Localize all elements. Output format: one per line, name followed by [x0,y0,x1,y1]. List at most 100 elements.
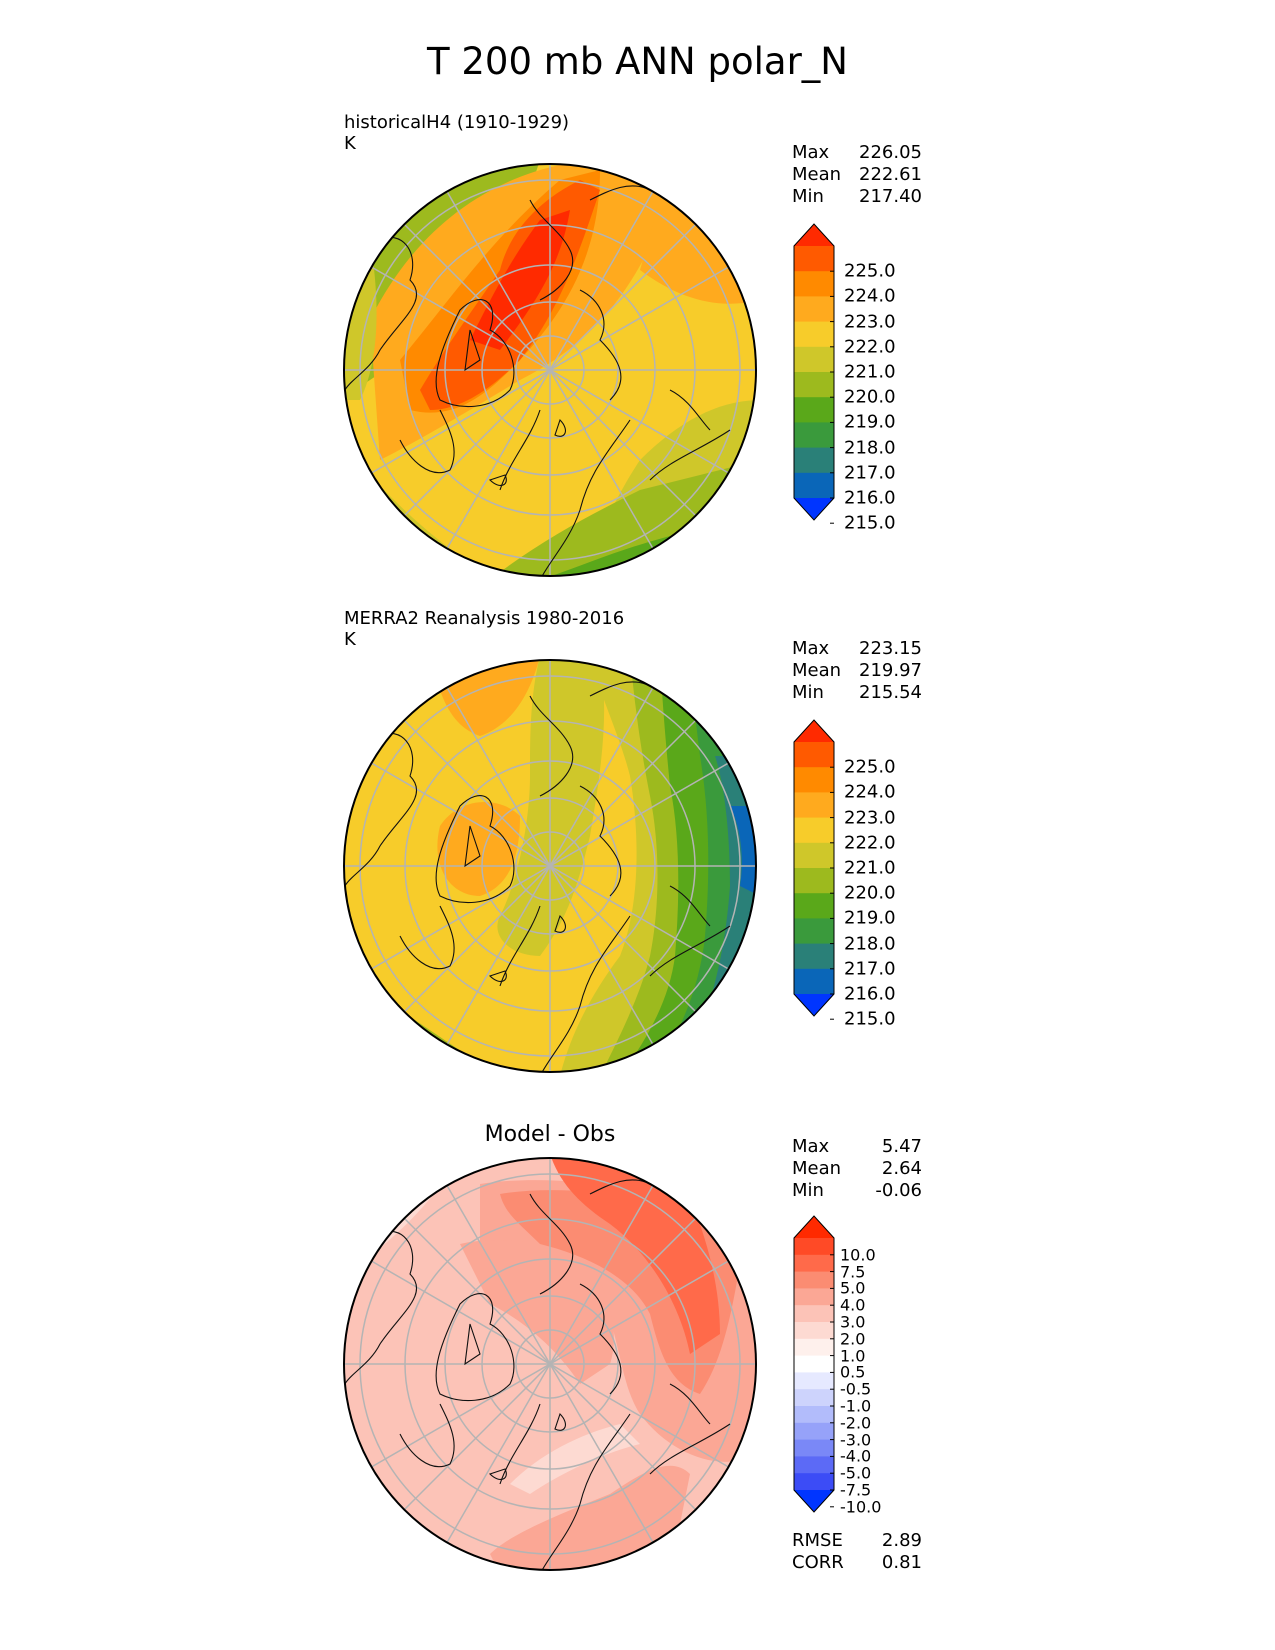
stat-value: 219.97 [859,660,922,681]
stat-label: Mean [792,164,842,185]
stat-label: Max [792,1136,830,1157]
colorbar-segment [794,943,834,970]
colorbar-tick-label: 216.0 [844,487,896,509]
colorbar-segment [794,1254,834,1273]
colorbar-segment [794,271,834,297]
colorbar-segment [794,968,834,995]
colorbar-segment [794,1355,834,1373]
colorbar-tick-label: -0.5 [840,1379,872,1399]
colorbar-tick-label: 216.0 [844,983,896,1005]
colorbar-extend-bottom [794,498,834,520]
colorbar-segment [794,918,834,945]
colorbar-extend-top [794,1216,834,1238]
colorbar-tick-label: 223.0 [844,807,896,829]
polar-map-reference [343,659,757,1073]
panel-1-title: historicalH4 (1910-1929) K [344,112,569,154]
colorbar-tick-label: 1.0 [840,1346,866,1366]
colorbar-segment [794,1338,834,1357]
colorbar-segment [794,472,834,499]
colorbar-tick-label: 2.0 [840,1329,866,1349]
colorbar-segment [794,1456,834,1474]
colorbar-tick-label: 224.0 [844,781,896,803]
stat-value: 226.05 [859,142,922,163]
colorbar-segment [794,1389,834,1407]
colorbar-tick-label: 3.0 [840,1312,866,1332]
colorbar-segment [794,1271,834,1289]
colorbar-segment [794,792,834,819]
colorbar-difference [793,1215,835,1513]
colorbar-tick-label: 215.0 [844,1008,896,1030]
figure-title: T 200 mb ANN polar_N [427,40,848,83]
colorbar-tick-label: 221.0 [844,361,896,383]
colorbar-segment [794,1288,834,1306]
colorbar-tick-label: -1.0 [840,1396,872,1416]
colorbar-segment [794,893,834,919]
colorbar-tick-label: 0.5 [840,1362,866,1382]
metric-label: CORR [792,1552,844,1573]
colorbar-segment [794,742,834,768]
stat-label: Mean [792,660,842,681]
stat-label: Min [792,186,824,207]
panel-3-title: Model - Obs [484,1122,616,1147]
stat-label: Min [792,1180,824,1201]
colorbar-tick-label: -4.0 [840,1446,872,1466]
colorbar-tick-label: 219.0 [844,907,896,929]
panel-2-units: K [344,629,356,650]
metric-value: 0.81 [881,1552,922,1573]
colorbar-test [793,223,835,524]
colorbar-tick-label: -2.0 [840,1413,872,1433]
panel-2-name: MERRA2 Reanalysis 1980-2016 [344,608,625,629]
stat-value: 222.61 [859,164,922,185]
colorbar-extend-top [794,720,834,742]
colorbar-tick-label: 222.0 [844,336,896,358]
stat-label: Max [792,638,830,659]
colorbar-tick-label: -5.0 [840,1463,872,1483]
polar-map-test [343,163,757,577]
colorbar-segment [794,1238,834,1256]
colorbar-tick-label: 225.0 [844,756,896,778]
colorbar-tick-label: 220.0 [844,386,896,408]
colorbar-segment [794,868,834,894]
colorbar-tick-label: 224.0 [844,285,896,307]
colorbar-tick-label: 217.0 [844,462,896,484]
panel-1-stats: Max 226.05 Mean 222.61 Min 217.40 [792,142,922,208]
colorbar-tick-label: 7.5 [840,1262,866,1282]
colorbar-tick-label: 5.0 [840,1278,866,1298]
colorbar-extend-bottom [794,994,834,1016]
colorbar-segment [794,346,834,373]
colorbar-tick-label: -10.0 [840,1497,882,1517]
colorbar-segment [794,1372,834,1390]
stat-value: 217.40 [859,186,922,207]
colorbar-segment [794,767,834,793]
panel-1-name: historicalH4 (1910-1929) [344,112,570,133]
colorbar-segment [794,321,834,348]
colorbar-segment [794,246,834,272]
colorbar-extend-top [794,224,834,246]
panel-2-stats: Max 223.15 Mean 219.97 Min 215.54 [792,638,922,704]
metric-value: 2.89 [881,1530,922,1551]
metric-label: RMSE [792,1530,843,1551]
colorbar-tick-label: 10.0 [840,1245,876,1265]
colorbar-tick-label: 218.0 [844,437,896,459]
colorbar-segment [794,1406,834,1424]
colorbar-segment [794,842,834,869]
colorbar-tick-label: 221.0 [844,857,896,879]
colorbar-tick-label: 217.0 [844,958,896,980]
stat-value: 5.47 [881,1136,922,1157]
colorbar-segment [794,397,834,423]
colorbar-segment [794,296,834,323]
colorbar-segment [794,1305,834,1323]
panel-1-units: K [344,133,356,154]
colorbar-tick-label: 222.0 [844,832,896,854]
colorbar-segment [794,1422,834,1441]
colorbar-segment [794,447,834,474]
colorbar-tick-label: 225.0 [844,260,896,282]
stat-value: 223.15 [859,638,922,659]
colorbar-segment [794,1473,834,1491]
colorbar-tick-label: 223.0 [844,311,896,333]
stat-value: -0.06 [875,1180,922,1201]
panel-3-stats: Max 5.47 Mean 2.64 Min -0.06 [792,1136,922,1202]
colorbar-tick-label: 218.0 [844,933,896,955]
colorbar-tick-label: 4.0 [840,1295,866,1315]
colorbar-segment [794,372,834,398]
